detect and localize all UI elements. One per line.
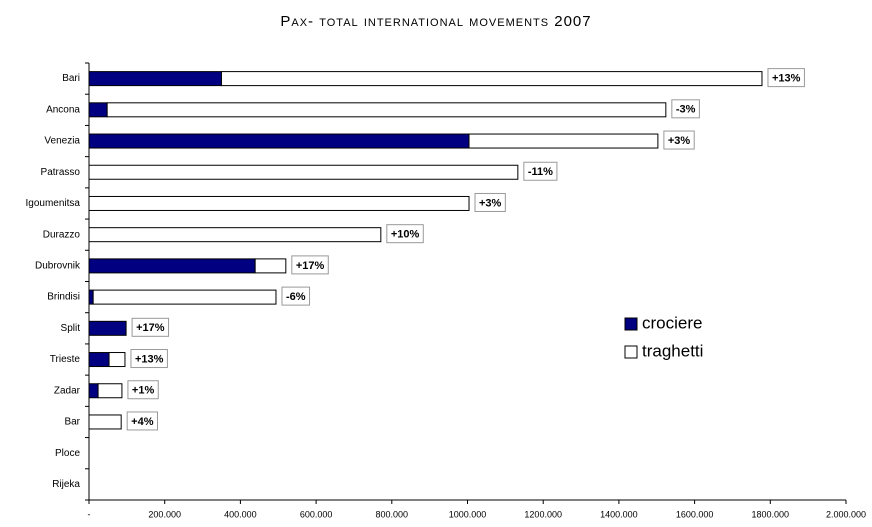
bar-traghetti (88, 164, 519, 180)
x-tick-label: 1000.000 (449, 509, 487, 519)
x-tick-label: 2.000.000 (826, 509, 866, 519)
bar-crociere (88, 383, 99, 399)
change-label: -6% (286, 291, 306, 303)
x-tick-label: 1200.000 (524, 509, 562, 519)
change-label-box (386, 224, 424, 244)
change-label-box (663, 130, 695, 150)
change-label-box (523, 161, 558, 181)
x-tick-label: 400.000 (224, 509, 257, 519)
x-tick-label: 1800.000 (752, 509, 790, 519)
y-tick-label: Patrasso (41, 167, 81, 178)
y-tick-label: Ploce (55, 448, 80, 459)
y-tick-label: Trieste (50, 354, 81, 365)
y-tick-label: Brindisi (47, 292, 80, 303)
y-tick-label: Bari (62, 73, 80, 84)
bar-crociere (88, 352, 110, 368)
bar-traghetti (254, 258, 287, 274)
bar-crociere (88, 289, 94, 305)
bar-traghetti (468, 133, 659, 149)
change-label: +13% (135, 353, 164, 365)
change-label-box (131, 317, 170, 337)
bar-traghetti (92, 289, 277, 305)
change-label-box (767, 68, 805, 88)
legend-swatch (624, 317, 638, 331)
y-tick-label: Bar (64, 417, 80, 428)
change-label-box (281, 286, 311, 306)
change-label-box (291, 255, 329, 275)
y-tick-label: Rijeka (52, 479, 80, 490)
change-label: +3% (668, 135, 691, 147)
y-tick-label: Venezia (44, 136, 80, 147)
bar-crociere (88, 133, 470, 149)
change-label-box (126, 411, 159, 431)
bar-traghetti (88, 227, 382, 243)
change-label: +4% (131, 416, 154, 428)
change-label: +10% (391, 229, 420, 241)
change-label: -11% (528, 166, 553, 178)
x-tick-label: 1600.000 (676, 509, 714, 519)
bar-traghetti (88, 195, 470, 211)
bar-crociere (88, 102, 108, 118)
bar-traghetti (108, 352, 126, 368)
x-tick-label: 1400.000 (600, 509, 638, 519)
bar-traghetti (220, 71, 763, 87)
change-label-box (671, 99, 700, 119)
y-tick-label: Ancona (46, 104, 80, 115)
bar-traghetti (97, 383, 123, 399)
bar-crociere (88, 258, 256, 274)
change-label: +17% (136, 322, 165, 334)
y-tick-label: Zadar (54, 385, 81, 396)
change-label: -3% (676, 104, 696, 116)
y-tick-label: Split (61, 323, 81, 334)
change-label-box (130, 349, 168, 369)
y-tick-label: Dubrovnik (35, 261, 81, 272)
bar-crociere (88, 320, 127, 336)
change-label-box (127, 380, 159, 400)
legend-label: crociere (642, 313, 702, 332)
legend-label: traghetti (642, 341, 703, 360)
change-label: +3% (479, 197, 502, 209)
change-label: +13% (772, 73, 801, 85)
bar-traghetti (88, 414, 122, 430)
y-tick-label: Igoumenitsa (26, 198, 81, 209)
change-label: +17% (296, 260, 325, 272)
change-label-box (474, 192, 506, 212)
x-tick-label: 600.000 (300, 509, 333, 519)
x-tick-label: 800.000 (376, 509, 409, 519)
bar-traghetti (106, 102, 667, 118)
change-label: +1% (132, 385, 155, 397)
chart-title: Pax- total international movements 2007 (280, 13, 591, 30)
x-tick-label: 200.000 (148, 509, 181, 519)
x-tick-label: - (88, 509, 91, 519)
y-tick-label: Durazzo (43, 229, 81, 240)
legend-swatch (624, 345, 638, 359)
bar-crociere (88, 71, 222, 87)
